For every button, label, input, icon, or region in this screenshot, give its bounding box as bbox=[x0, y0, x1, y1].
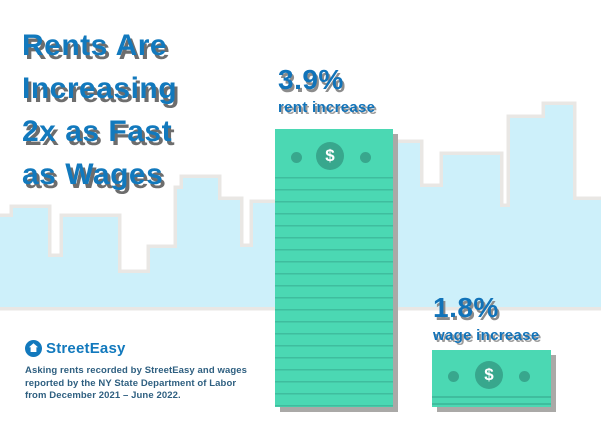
bill-stack-stripes bbox=[275, 177, 393, 407]
bill-dot-icon bbox=[519, 371, 530, 382]
source-line-2: reported by the NY State Department of L… bbox=[25, 377, 237, 389]
wage-increase-value: 1.8% bbox=[433, 292, 499, 323]
title-line-1: Rents Are bbox=[22, 29, 168, 62]
bill-dot-icon bbox=[291, 152, 302, 163]
bill-dot-icon bbox=[360, 152, 371, 163]
rent-bar-label: 3.9% rent increase bbox=[278, 64, 375, 116]
wage-bar-label: 1.8% wage increase bbox=[433, 292, 539, 344]
title-line-2: Increasing bbox=[22, 72, 178, 105]
data-source-note: Asking rents recorded by StreetEasy and … bbox=[25, 365, 250, 403]
page-title: Rents Are Increasing 2x as Fast as Wages bbox=[22, 24, 177, 196]
bill-stack-stripe bbox=[432, 396, 551, 398]
streeteasy-pin-icon bbox=[25, 340, 42, 357]
rent-increase-caption: rent increase bbox=[278, 99, 376, 116]
bill-dot-icon bbox=[448, 371, 459, 382]
streeteasy-brand-name: StreetEasy bbox=[46, 340, 126, 357]
bill-stack-stripe bbox=[432, 403, 551, 405]
dollar-sign-icon: $ bbox=[316, 142, 344, 170]
streeteasy-brand: StreetEasy bbox=[25, 340, 126, 357]
title-line-3: 2x as Fast bbox=[22, 115, 173, 148]
rent-bar-money-stack: $ bbox=[275, 129, 393, 407]
source-line-1: Asking rents recorded by StreetEasy and … bbox=[25, 365, 248, 376]
title-line-4: as Wages bbox=[22, 158, 164, 191]
wage-bar-money-stack: $ bbox=[432, 350, 551, 407]
source-line-3: from December 2021 – June 2022. bbox=[25, 390, 181, 401]
rent-increase-value: 3.9% bbox=[278, 64, 344, 95]
wage-increase-caption: wage increase bbox=[433, 327, 540, 344]
dollar-sign-icon: $ bbox=[475, 361, 503, 389]
